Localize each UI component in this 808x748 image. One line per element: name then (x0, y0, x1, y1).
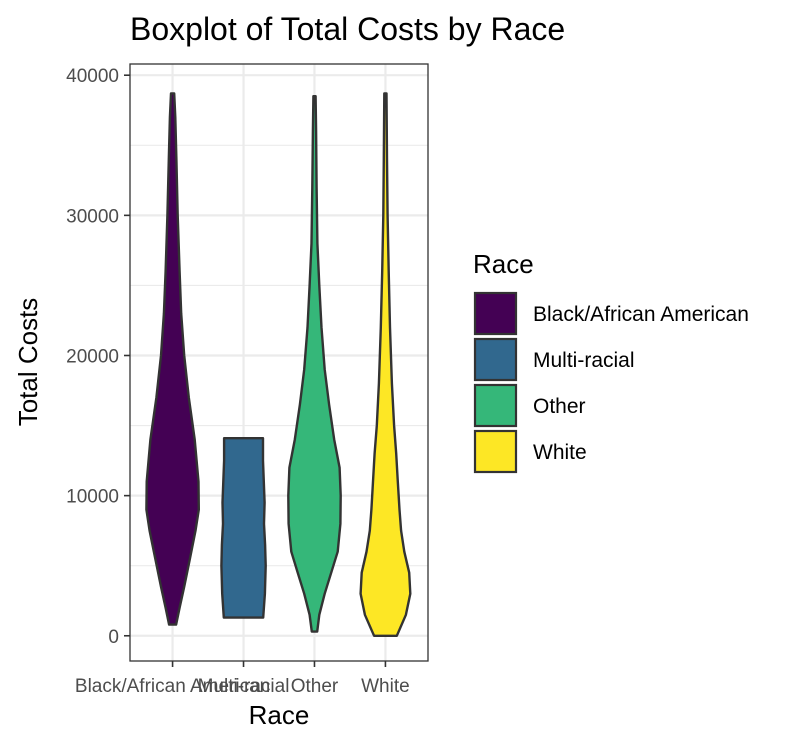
legend-label: Other (533, 395, 586, 418)
legend: Race Black/African American Multi-racial O… (473, 249, 749, 474)
legend-swatch (473, 429, 518, 474)
y-tick-label: 40000 (66, 66, 119, 87)
violin-0 (145, 92, 200, 626)
violins (145, 92, 412, 637)
legend-label: White (533, 441, 587, 464)
x-axis-title: Race (249, 700, 310, 730)
y-axis: 0 10000 20000 30000 40000 (66, 66, 130, 648)
legend-title: Race (473, 249, 534, 279)
x-tick-label: Other (291, 676, 339, 697)
x-tick-label: Black/African American (75, 676, 270, 697)
legend-swatch (473, 291, 518, 336)
y-tick-label: 10000 (66, 487, 119, 508)
chart-title: Boxplot of Total Costs by Race (130, 11, 565, 47)
y-tick-label: 20000 (66, 346, 119, 367)
y-tick-label: 0 (108, 627, 119, 648)
y-tick-label: 30000 (66, 206, 119, 227)
legend-label: Multi-racial (533, 349, 635, 372)
violin-2 (287, 95, 342, 633)
legend-swatch (473, 383, 518, 428)
legend-swatch (473, 337, 518, 382)
x-tick-label: White (361, 676, 410, 697)
x-tick-label: Multi-racial (198, 676, 290, 697)
plot-border (129, 63, 429, 662)
legend-label: Black/African American (533, 303, 749, 326)
violin-3 (359, 92, 412, 637)
y-axis-title: Total Costs (13, 298, 43, 427)
violin-1 (220, 437, 267, 619)
